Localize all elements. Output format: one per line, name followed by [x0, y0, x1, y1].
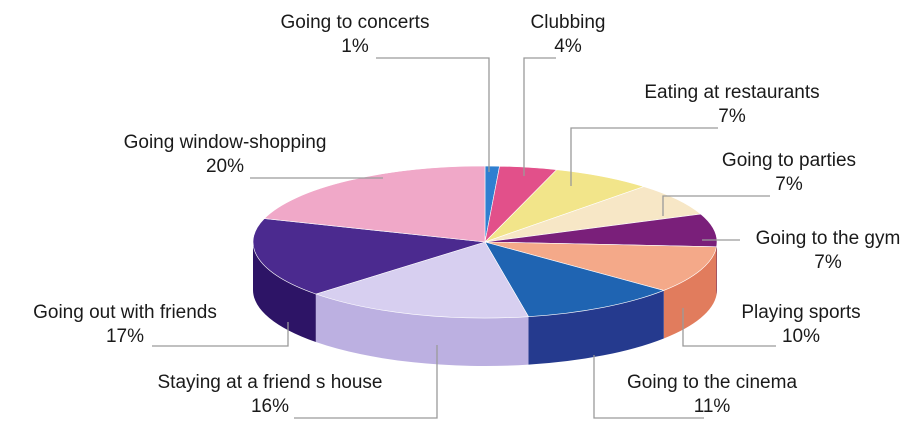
pie-slice-going-out-with-friends	[252, 218, 486, 295]
slice-label-going-out-with-friends: Going out with friends	[33, 302, 217, 323]
slice-label-going-to-the-gym: Going to the gym	[756, 228, 901, 249]
leader-line-going-to-parties	[662, 195, 770, 216]
slice-value-going-to-parties: 7%	[775, 174, 803, 195]
pie-side-going-out-with-friends	[253, 242, 316, 343]
pie-slice-eating-at-restaurants	[484, 169, 645, 243]
pie-slice-staying-at-a-friend-s-house	[314, 241, 529, 319]
slice-label-going-to-parties: Going to parties	[722, 150, 856, 171]
slice-label-playing-sports: Playing sports	[741, 302, 860, 323]
leader-line-eating-at-restaurants	[570, 127, 718, 186]
leader-line-staying-at-a-friend-s-house	[294, 345, 438, 419]
pie-slice-going-to-the-gym	[484, 213, 718, 248]
slice-labels: Going to concerts 1% Clubbing 4% Eating at r…	[33, 12, 900, 417]
slice-label-going-window-shopping: Going window-shopping	[124, 132, 327, 153]
pie-slice-playing-sports	[484, 241, 717, 291]
slice-value-clubbing: 4%	[554, 36, 582, 57]
leader-line-going-out-with-friends	[152, 322, 289, 347]
slice-value-going-out-with-friends: 17%	[106, 326, 144, 347]
slice-label-clubbing: Clubbing	[531, 12, 606, 33]
slice-value-going-to-the-cinema: 11%	[694, 396, 731, 417]
pie-slices	[252, 165, 718, 319]
pie-slice-going-window-shopping	[263, 165, 486, 243]
slice-value-going-window-shopping: 20%	[206, 156, 244, 177]
pie-slice-going-to-the-cinema	[484, 241, 665, 317]
slice-value-playing-sports: 10%	[782, 326, 820, 347]
slice-value-going-to-the-gym: 7%	[814, 252, 842, 273]
leader-lines	[152, 57, 776, 419]
slice-label-eating-at-restaurants: Eating at restaurants	[644, 82, 819, 103]
slice-label-going-to-concerts: Going to concerts	[281, 12, 430, 33]
pie-sides	[253, 242, 717, 367]
leader-line-going-to-the-cinema	[593, 355, 704, 419]
slice-value-eating-at-restaurants: 7%	[718, 106, 746, 127]
pie-side-going-to-the-cinema	[528, 290, 664, 365]
pie-side-staying-at-a-friend-s-house	[315, 294, 529, 367]
leader-line-clubbing	[523, 57, 556, 176]
pie-slice-going-to-parties	[484, 186, 702, 243]
slice-value-going-to-concerts: 1%	[341, 36, 369, 57]
leader-line-playing-sports	[682, 308, 776, 347]
leader-line-going-to-concerts	[376, 57, 490, 172]
pie-side-playing-sports	[663, 246, 717, 339]
slice-value-staying-at-a-friend-s-house: 16%	[251, 396, 289, 417]
slice-label-staying-at-a-friend-s-house: Staying at a friend s house	[158, 372, 383, 393]
slice-label-going-to-the-cinema: Going to the cinema	[627, 372, 797, 393]
